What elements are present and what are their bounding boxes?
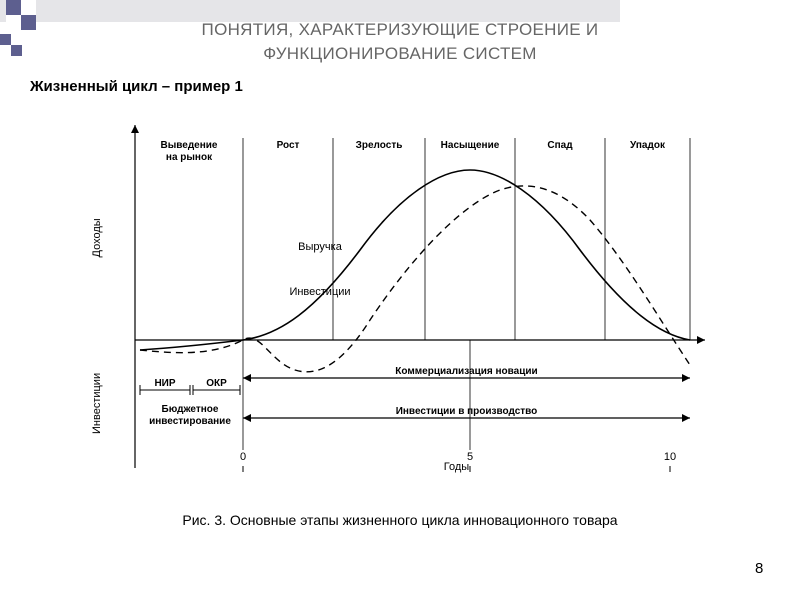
svg-text:Выведение: Выведение — [161, 140, 218, 151]
svg-text:Доходы: Доходы — [91, 218, 103, 257]
svg-text:Зрелость: Зрелость — [356, 140, 403, 151]
svg-text:Рост: Рост — [277, 140, 300, 151]
svg-text:на рынок: на рынок — [166, 152, 213, 163]
svg-text:Спад: Спад — [547, 140, 573, 151]
chart-svg: ДоходыИнвестиции0510ГодыВыведениена рыно… — [70, 110, 710, 480]
svg-text:Инвестиции в производство: Инвестиции в производство — [396, 406, 538, 417]
figure-caption: Рис. 3. Основные этапы жизненного цикла … — [130, 512, 670, 528]
svg-text:Упадок: Упадок — [630, 140, 666, 151]
svg-text:Инвестиции: Инвестиции — [289, 286, 350, 298]
title-line2: ФУНКЦИОНИРОВАНИЕ СИСТЕМ — [263, 44, 537, 63]
svg-text:инвестирование: инвестирование — [149, 416, 231, 427]
svg-text:0: 0 — [240, 451, 246, 463]
lifecycle-chart: ДоходыИнвестиции0510ГодыВыведениена рыно… — [70, 110, 710, 480]
slide-subtitle: Жизненный цикл – пример 1 — [30, 78, 243, 95]
decor-check-2 — [0, 34, 22, 56]
decor-check-1 — [6, 0, 36, 30]
slide-title: ПОНЯТИЯ, ХАРАКТЕРИЗУЮЩИЕ СТРОЕНИЕ И ФУНК… — [120, 18, 680, 66]
svg-text:Насыщение: Насыщение — [441, 140, 500, 151]
svg-text:Инвестиции: Инвестиции — [91, 373, 103, 434]
svg-text:ОКР: ОКР — [206, 378, 227, 389]
page-number: 8 — [755, 560, 763, 577]
svg-text:Коммерциализация новации: Коммерциализация новации — [395, 366, 537, 377]
svg-text:НИР: НИР — [154, 378, 175, 389]
svg-text:Выручка: Выручка — [298, 241, 343, 253]
svg-text:10: 10 — [664, 451, 676, 463]
svg-text:Бюджетное: Бюджетное — [162, 404, 219, 415]
title-line1: ПОНЯТИЯ, ХАРАКТЕРИЗУЮЩИЕ СТРОЕНИЕ И — [202, 20, 599, 39]
svg-text:Годы: Годы — [444, 461, 470, 473]
